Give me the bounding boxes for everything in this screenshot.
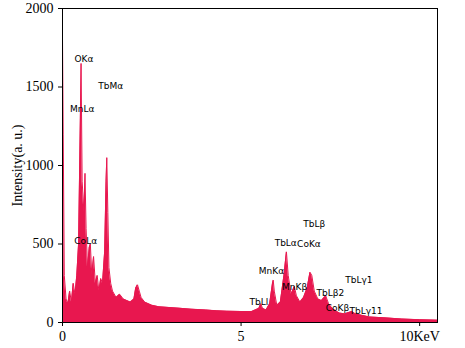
svg-text:0: 0	[47, 315, 54, 330]
svg-text:500: 500	[33, 236, 54, 251]
svg-text:TbLα: TbLα	[274, 238, 297, 248]
svg-text:CoKβ: CoKβ	[326, 303, 350, 313]
svg-text:OKα: OKα	[74, 54, 93, 64]
svg-text:CoKα: CoKα	[297, 239, 321, 249]
svg-text:MnLα: MnLα	[70, 104, 94, 114]
svg-text:MnKβ: MnKβ	[282, 282, 307, 292]
svg-text:CoLα: CoLα	[74, 236, 97, 246]
svg-text:Intensity(a. u.): Intensity(a. u.)	[10, 124, 26, 206]
svg-text:TbLβ2: TbLβ2	[316, 288, 345, 298]
svg-text:TbMα: TbMα	[97, 81, 123, 91]
svg-text:TbLl: TbLl	[249, 297, 269, 307]
svg-text:TbLγ11: TbLγ11	[349, 306, 383, 316]
svg-text:TbLβ: TbLβ	[302, 219, 325, 229]
svg-text:1000: 1000	[26, 158, 54, 173]
svg-text:TbLγ1: TbLγ1	[344, 275, 372, 285]
svg-text:5: 5	[238, 329, 245, 344]
svg-text:2000: 2000	[26, 1, 54, 16]
svg-text:MnKα: MnKα	[259, 266, 284, 276]
svg-text:1500: 1500	[26, 79, 54, 94]
svg-text:0: 0	[59, 329, 66, 344]
svg-text:10KeV: 10KeV	[399, 329, 439, 344]
